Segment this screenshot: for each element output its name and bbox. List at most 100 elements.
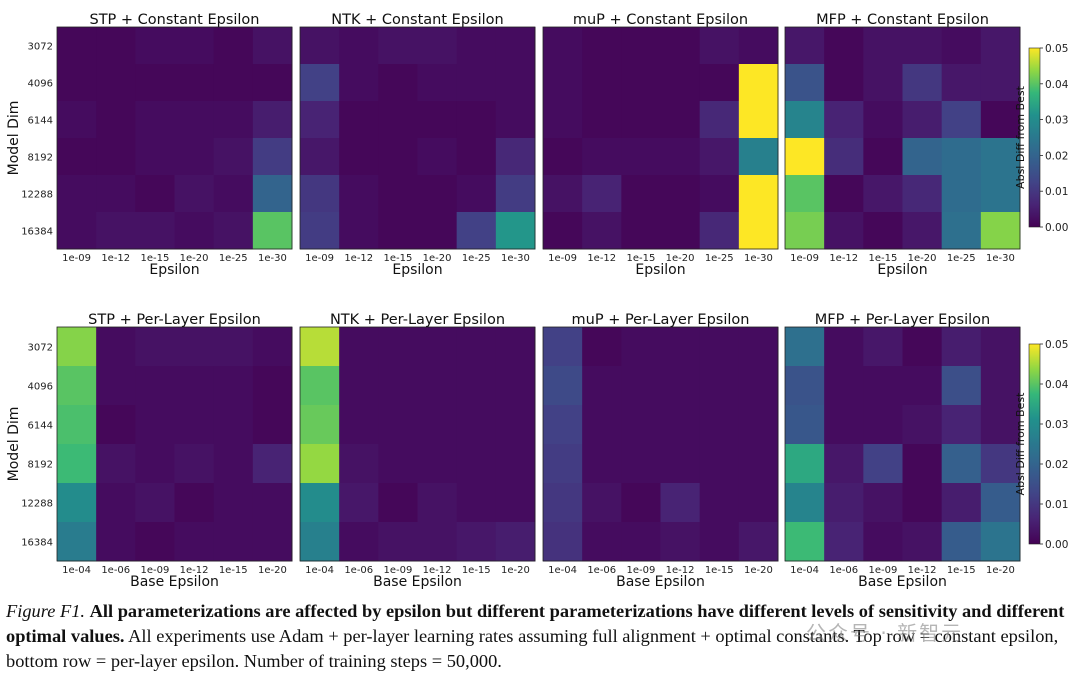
x-tick-label: 1e-09 [62, 253, 91, 264]
y-tick-label: 3072 [28, 343, 53, 354]
heatmap-cell [824, 212, 864, 250]
heatmap-cell [738, 483, 779, 523]
heatmap-cell [339, 212, 379, 250]
heatmap-cell [824, 366, 864, 406]
x-tick-label: 1e-20 [986, 565, 1015, 576]
colorbar-tick-label: 0.02 [1045, 150, 1068, 162]
heatmap-cell [824, 405, 864, 445]
heatmap-cell [213, 327, 254, 367]
heatmap-cell [495, 27, 536, 65]
heatmap-cell [941, 444, 982, 484]
heatmap-cell [174, 175, 215, 213]
heatmap-cell [660, 138, 701, 176]
heatmap-cell [495, 175, 536, 213]
heatmap-cell [902, 444, 943, 484]
heatmap-cell [213, 522, 254, 562]
heatmap-cell [456, 405, 497, 445]
heatmap-cell [456, 522, 497, 562]
heatmap-cell [300, 212, 340, 250]
x-tick-label: 1e-15 [947, 565, 976, 576]
heatmap-cell [57, 64, 97, 102]
x-tick-label: 1e-20 [908, 253, 937, 264]
heatmap-cell [738, 175, 779, 213]
x-tick-label: 1e-30 [258, 253, 287, 264]
panel-frame [784, 26, 1021, 250]
x-tick-label: 1e-09 [305, 253, 334, 264]
heatmap-cell [621, 101, 661, 139]
x-tick-label: 1e-04 [62, 565, 91, 576]
heatmap-cell [57, 366, 97, 406]
heatmap-cell [213, 138, 254, 176]
heatmap-cell [213, 212, 254, 250]
heatmap-cell [417, 327, 458, 367]
heatmap-cell [582, 327, 622, 367]
heatmap-cell [660, 175, 701, 213]
heatmap-cell [941, 522, 982, 562]
heatmap-cell [660, 366, 701, 406]
heatmap-cell [582, 366, 622, 406]
heatmap-cell [495, 327, 536, 367]
heatmap-cell [738, 405, 779, 445]
heatmap-cell [902, 522, 943, 562]
heatmap-cell [57, 405, 97, 445]
heatmap-cell [57, 138, 97, 176]
caption-label: Figure F1. [6, 601, 85, 621]
heatmap-cell [135, 405, 175, 445]
heatmap-cell [621, 175, 661, 213]
x-tick-label: 1e-15 [626, 253, 655, 264]
colorbar-tick-label: 0.04 [1045, 79, 1069, 91]
heatmap-cell [57, 212, 97, 250]
heatmap-cell [339, 175, 379, 213]
heatmap-cell [543, 27, 583, 65]
heatmap-cell [582, 138, 622, 176]
colorbar-tick-label: 0.05 [1045, 43, 1068, 55]
heatmap-cell [785, 444, 825, 484]
heatmap-cell [252, 366, 293, 406]
x-tick-label: 1e-12 [587, 253, 616, 264]
colorbar-tick-label: 0.04 [1045, 379, 1069, 391]
colorbar-label: Absl Diff from Best [1014, 85, 1027, 189]
heatmap-cell [738, 138, 779, 176]
heatmap-cell [174, 444, 215, 484]
heatmap-cell [582, 444, 622, 484]
heatmap-cell [252, 522, 293, 562]
heatmap-cell [863, 444, 903, 484]
panel-title: muP + Per-Layer Epsilon [572, 312, 750, 328]
x-tick-label: 1e-09 [383, 565, 412, 576]
heatmap-cell [300, 444, 340, 484]
heatmap-cell [135, 483, 175, 523]
heatmap-cell [980, 138, 1021, 176]
heatmap-cell [57, 27, 97, 65]
heatmap-cell [252, 212, 293, 250]
heatmap-cell [785, 522, 825, 562]
x-tick-label: 1e-12 [101, 253, 130, 264]
heatmap-cell [495, 64, 536, 102]
panel-frame [784, 326, 1021, 562]
heatmap-cell [621, 366, 661, 406]
heatmap-cell [660, 483, 701, 523]
panel-frame [56, 26, 293, 250]
caption-body: All experiments use Adam + per-layer lea… [6, 626, 1059, 671]
x-tick-label: 1e-20 [180, 253, 209, 264]
heatmap-cell [135, 444, 175, 484]
heatmap-cell [174, 27, 215, 65]
heatmap-cell [980, 405, 1021, 445]
heatmap-cell [378, 27, 418, 65]
heatmap-cell [300, 175, 340, 213]
x-tick-label: 1e-15 [868, 253, 897, 264]
x-tick-label: 1e-12 [344, 253, 373, 264]
heatmap-cell [824, 101, 864, 139]
heatmap-cell [300, 101, 340, 139]
heatmap-cell [456, 366, 497, 406]
heatmap-cell [863, 405, 903, 445]
heatmap-cell [96, 522, 136, 562]
heatmap-cell [699, 366, 740, 406]
x-tick-label: 1e-15 [462, 565, 491, 576]
heatmap-cell [174, 138, 215, 176]
heatmap-cell [96, 366, 136, 406]
heatmap-cell [252, 175, 293, 213]
heatmap-cell [863, 64, 903, 102]
heatmap-cell [378, 522, 418, 562]
heatmap-cell [339, 101, 379, 139]
heatmap-cell [582, 27, 622, 65]
